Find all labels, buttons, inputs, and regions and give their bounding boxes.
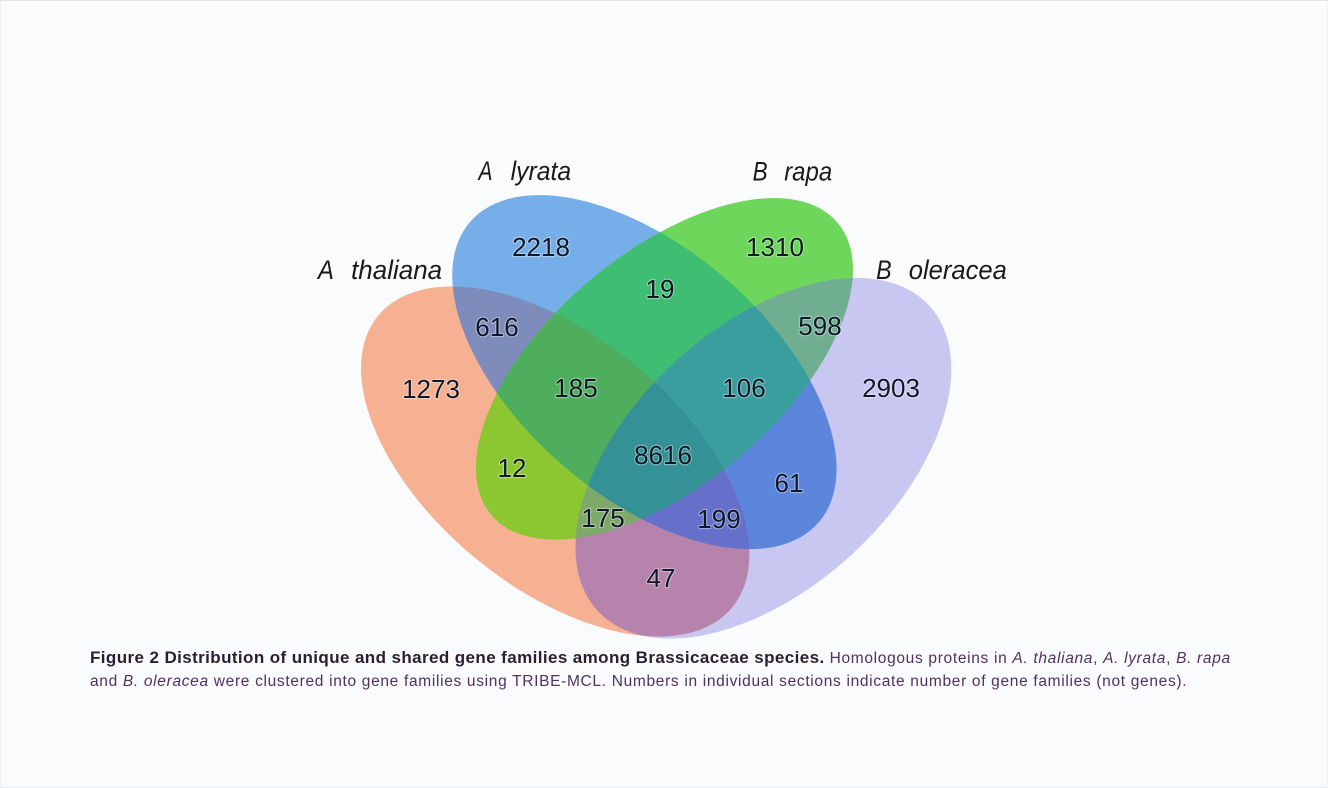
svg-text:2903: 2903 <box>862 373 920 403</box>
svg-text:A: A <box>477 156 493 186</box>
svg-text:1273: 1273 <box>402 374 460 404</box>
svg-text:B: B <box>753 157 768 187</box>
svg-text:thaliana: thaliana <box>351 255 442 285</box>
svg-text:47: 47 <box>647 563 676 593</box>
svg-text:598: 598 <box>798 311 841 341</box>
svg-text:8616: 8616 <box>634 440 692 470</box>
svg-text:19: 19 <box>646 274 675 304</box>
svg-text:616: 616 <box>475 312 518 342</box>
svg-text:199: 199 <box>697 504 740 534</box>
svg-text:61: 61 <box>775 468 804 498</box>
svg-text:175: 175 <box>581 503 624 533</box>
svg-text:12: 12 <box>498 453 527 483</box>
svg-text:B: B <box>876 255 892 285</box>
svg-text:lyrata: lyrata <box>511 156 571 186</box>
svg-text:rapa: rapa <box>784 157 832 187</box>
svg-text:A: A <box>316 255 334 285</box>
svg-text:oleracea: oleracea <box>909 255 1007 285</box>
svg-text:1310: 1310 <box>746 232 804 262</box>
svg-text:185: 185 <box>554 373 597 403</box>
svg-text:2218: 2218 <box>512 232 570 262</box>
svg-text:106: 106 <box>722 373 765 403</box>
